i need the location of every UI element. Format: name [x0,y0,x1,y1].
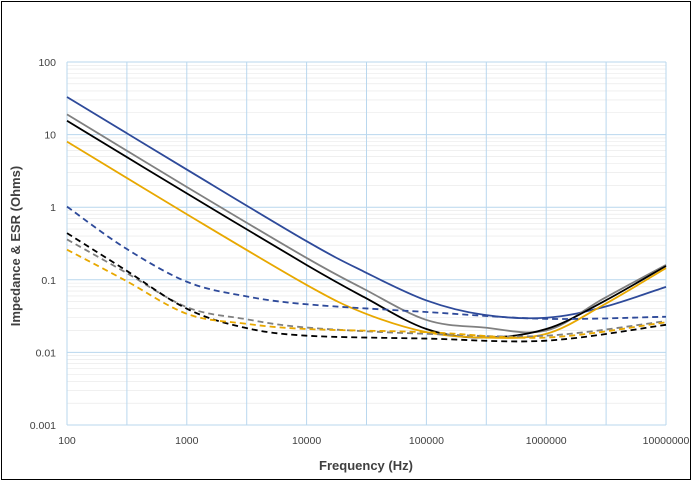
x-axis-title: Frequency (Hz) [319,458,413,473]
major-gridlines [66,61,667,426]
y-tick-label: 10 [44,130,56,142]
y-tick-label: 0.1 [41,275,56,287]
y-tick-label: 1 [50,202,56,214]
y-axis-title: Impedance & ESR (Ohms) [8,166,23,326]
impedance-series-line-3 [66,120,667,339]
series-layer [66,96,667,343]
y-tick-label: 0.01 [36,347,57,359]
esr-series-line-7 [66,232,667,343]
x-tick-label: 1000000 [526,435,567,447]
x-tick-label: 10000 [292,435,321,447]
x-tick-label: 1000 [175,435,199,447]
y-tick-labels: 0.001 0.01 0.1 1 10 100 [30,57,56,432]
esr-series-line-5 [66,205,667,320]
y-tick-label: 100 [38,57,56,69]
x-tick-label: 10000000 [643,435,690,447]
x-tick-labels: 100 1000 10000 100000 1000000 10000000 [58,435,689,447]
x-tick-label: 100000 [409,435,444,447]
x-tick-label: 100 [58,435,76,447]
esr-series-line-6 [66,238,667,338]
y-tick-label: 0.001 [30,420,56,432]
impedance-series-line-4 [66,140,667,339]
